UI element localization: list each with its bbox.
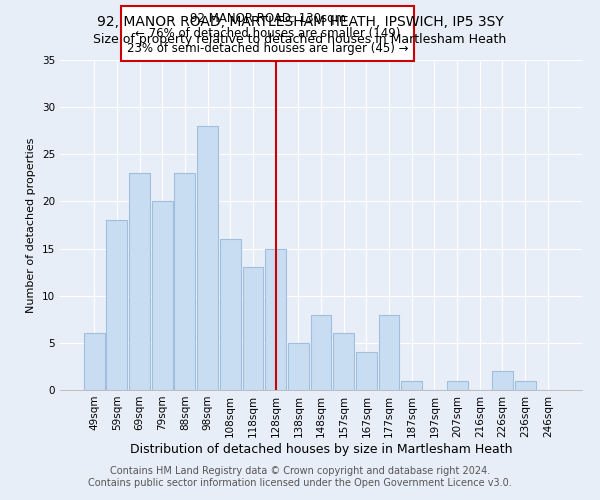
Bar bbox=[446, 380, 467, 390]
Bar bbox=[401, 380, 422, 390]
Bar bbox=[242, 268, 263, 390]
Bar bbox=[356, 352, 377, 390]
Text: Contains HM Land Registry data © Crown copyright and database right 2024.
Contai: Contains HM Land Registry data © Crown c… bbox=[88, 466, 512, 487]
Bar bbox=[379, 314, 400, 390]
Bar bbox=[492, 371, 513, 390]
Bar bbox=[175, 173, 196, 390]
Bar bbox=[515, 380, 536, 390]
Text: 92 MANOR ROAD: 130sqm
← 76% of detached houses are smaller (149)
23% of semi-det: 92 MANOR ROAD: 130sqm ← 76% of detached … bbox=[127, 12, 409, 56]
Bar bbox=[265, 248, 286, 390]
Bar bbox=[333, 334, 354, 390]
Y-axis label: Number of detached properties: Number of detached properties bbox=[26, 138, 37, 312]
Bar bbox=[197, 126, 218, 390]
Bar bbox=[129, 173, 150, 390]
Bar bbox=[106, 220, 127, 390]
Bar bbox=[311, 314, 331, 390]
Bar bbox=[152, 202, 173, 390]
X-axis label: Distribution of detached houses by size in Martlesham Heath: Distribution of detached houses by size … bbox=[130, 442, 512, 456]
Bar bbox=[220, 239, 241, 390]
Bar bbox=[288, 343, 309, 390]
Bar bbox=[84, 334, 104, 390]
Text: 92, MANOR ROAD, MARTLESHAM HEATH, IPSWICH, IP5 3SY: 92, MANOR ROAD, MARTLESHAM HEATH, IPSWIC… bbox=[97, 15, 503, 29]
Text: Size of property relative to detached houses in Martlesham Heath: Size of property relative to detached ho… bbox=[94, 32, 506, 46]
